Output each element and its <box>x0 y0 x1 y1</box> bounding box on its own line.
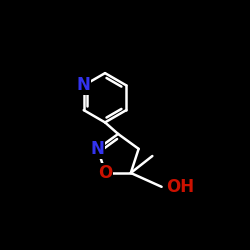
Text: O: O <box>98 164 112 182</box>
Text: N: N <box>91 140 104 158</box>
Text: N: N <box>77 76 90 94</box>
Text: OH: OH <box>166 178 194 196</box>
